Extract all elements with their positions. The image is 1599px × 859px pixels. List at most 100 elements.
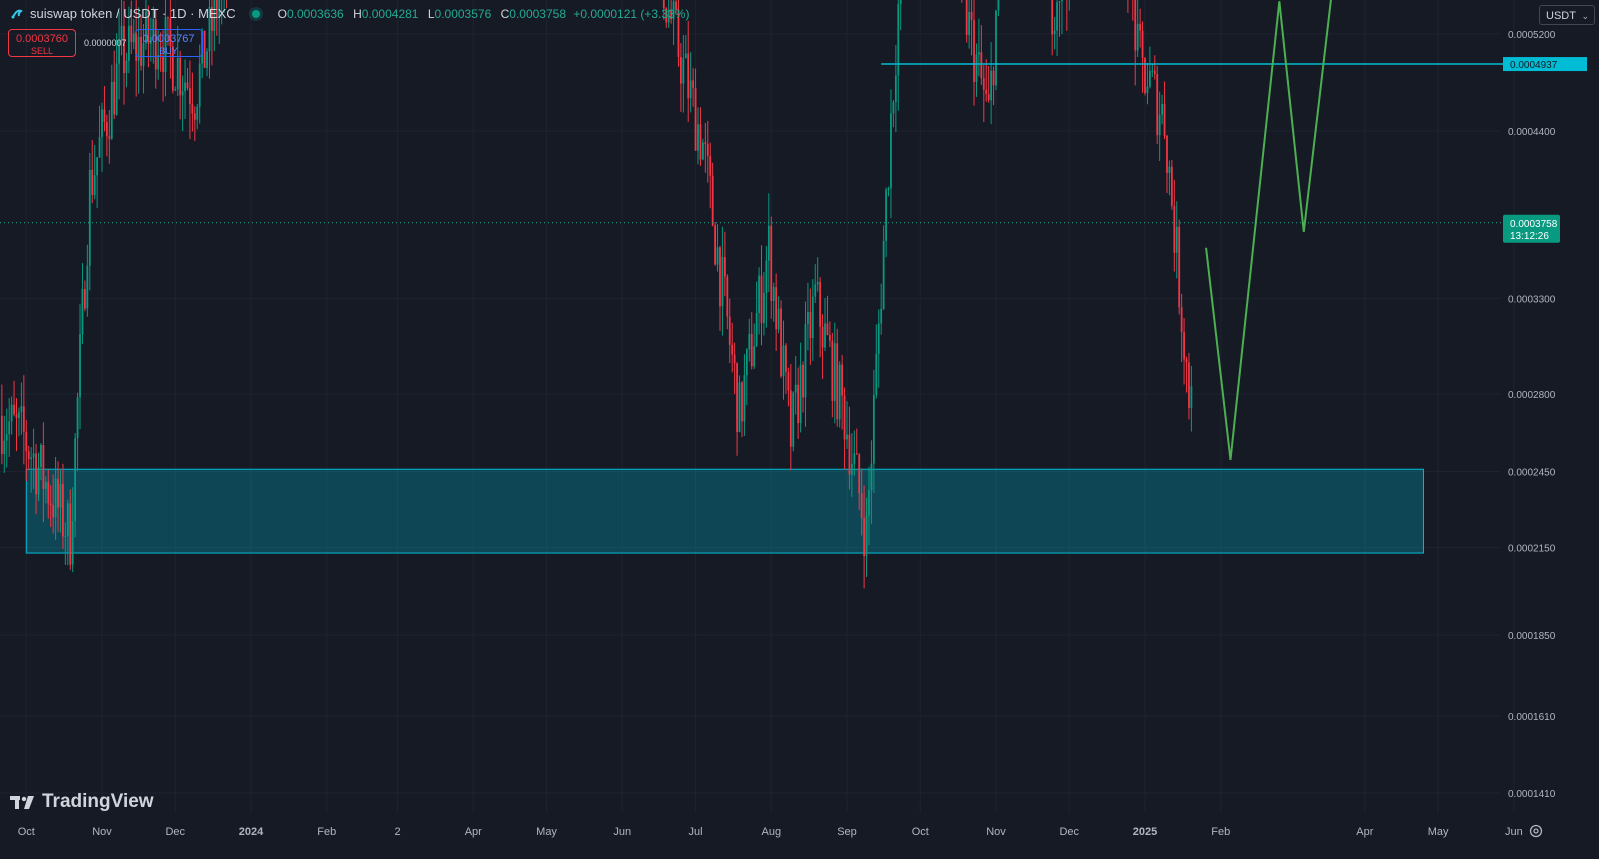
candle-body (69, 503, 72, 565)
candle-body (164, 17, 167, 73)
candle-body (1180, 307, 1183, 333)
candle-body (105, 122, 108, 137)
candle-body (1144, 57, 1146, 94)
time-tick-label: Jul (689, 826, 703, 838)
price-tick-label: 0.0002150 (1508, 544, 1556, 555)
candle-body (777, 308, 780, 330)
buy-price: 0.0003767 (142, 33, 195, 45)
spread-value: 0.0000007 (84, 38, 127, 48)
candle-body (887, 188, 890, 190)
buy-button[interactable]: 0.0003767 BUY (134, 29, 203, 57)
symbol-title[interactable]: suiswap token / USDT · 1D · MEXC (30, 6, 236, 21)
price-tick-label: 0.0001610 (1508, 712, 1556, 723)
candle-body (64, 535, 67, 537)
candle-body (719, 247, 721, 307)
candle-body (35, 453, 37, 495)
price-tick-label: 0.0001410 (1508, 789, 1556, 800)
candle-body (892, 101, 895, 114)
candle-body (841, 364, 844, 396)
candle-body (5, 434, 8, 441)
candle-body (672, 1, 675, 20)
gear-icon[interactable] (1528, 823, 1544, 839)
candle-body (93, 175, 96, 196)
candle-body (992, 70, 995, 86)
candle-body (665, 8, 668, 23)
candle-body (25, 431, 28, 452)
candle-body (162, 56, 164, 73)
time-tick-label: 2 (394, 826, 400, 838)
candle-body (213, 0, 216, 31)
candle-body (154, 19, 157, 70)
candle-body (704, 142, 707, 144)
candle-body (877, 323, 880, 354)
candle-body (780, 308, 782, 377)
candle-body (682, 58, 685, 84)
currency-select[interactable]: USDT ⌄ (1539, 5, 1595, 25)
candle-body (40, 444, 42, 468)
candle-body (709, 156, 712, 176)
time-tick-label: 2024 (239, 826, 264, 838)
candle-body (670, 10, 673, 20)
time-tick-label: Oct (912, 826, 929, 838)
candle-body (110, 81, 113, 139)
candle-body (1168, 166, 1171, 174)
candle-body (863, 518, 865, 556)
candle-body (179, 57, 182, 96)
candle-body (79, 334, 81, 398)
candle-body (42, 444, 45, 489)
candle-body (1056, 2, 1058, 31)
level-price-label: 0.0004937 (1510, 60, 1558, 71)
candle-body (125, 60, 128, 74)
market-status-icon[interactable] (251, 9, 260, 18)
trade-panel: 0.0003760 SELL 0.0000007 0.0003767 BUY (8, 29, 203, 57)
price-axis: 0.00600000.00520000.00440000.00380000.00… (1508, 30, 1556, 800)
candle-body (731, 344, 734, 355)
candle-body (723, 257, 726, 277)
candle-body (30, 457, 33, 460)
candle-body (1061, 0, 1063, 1)
candle-body (1178, 226, 1181, 308)
candle-body (975, 54, 978, 83)
candle-body (804, 324, 807, 398)
candle-body (753, 346, 756, 367)
candle-body (52, 505, 55, 518)
candle-body (1134, 0, 1137, 51)
tradingview-logo[interactable]: TradingView (10, 791, 154, 813)
candle-body (27, 451, 30, 460)
candle-body (1166, 135, 1168, 174)
candle-body (736, 363, 738, 432)
candle-body (32, 453, 35, 458)
candle-body (22, 406, 25, 432)
candle-body (853, 453, 856, 464)
candle-body (74, 438, 77, 521)
time-tick-label: Nov (92, 826, 112, 838)
candle-body (113, 81, 116, 115)
candle-body (985, 89, 988, 94)
candle-body (980, 52, 983, 79)
candle-body (135, 33, 138, 61)
sell-price: 0.0003760 (16, 33, 68, 45)
candle-body (171, 46, 174, 91)
candle-body (770, 225, 773, 301)
candle-body (833, 343, 836, 401)
candle-body (995, 10, 997, 86)
candle-body (990, 70, 993, 101)
candle-body (675, 1, 677, 10)
high-value: 0.0004281 (361, 6, 419, 21)
candle-body (772, 287, 775, 301)
candle-body (108, 136, 111, 139)
candle-body (132, 33, 135, 43)
candle-body (885, 189, 887, 241)
sell-button[interactable]: 0.0003760 SELL (8, 29, 76, 57)
candle-body (814, 284, 817, 297)
time-tick-label: Feb (317, 826, 336, 838)
price-tick-label: 0.0002450 (1508, 468, 1556, 479)
candle-body (809, 311, 812, 339)
candle-body (758, 275, 760, 314)
candle-body (855, 453, 858, 455)
candle-body (1170, 166, 1173, 206)
candle-body (8, 421, 11, 435)
candle-body (152, 19, 155, 37)
candle-body (84, 289, 86, 309)
